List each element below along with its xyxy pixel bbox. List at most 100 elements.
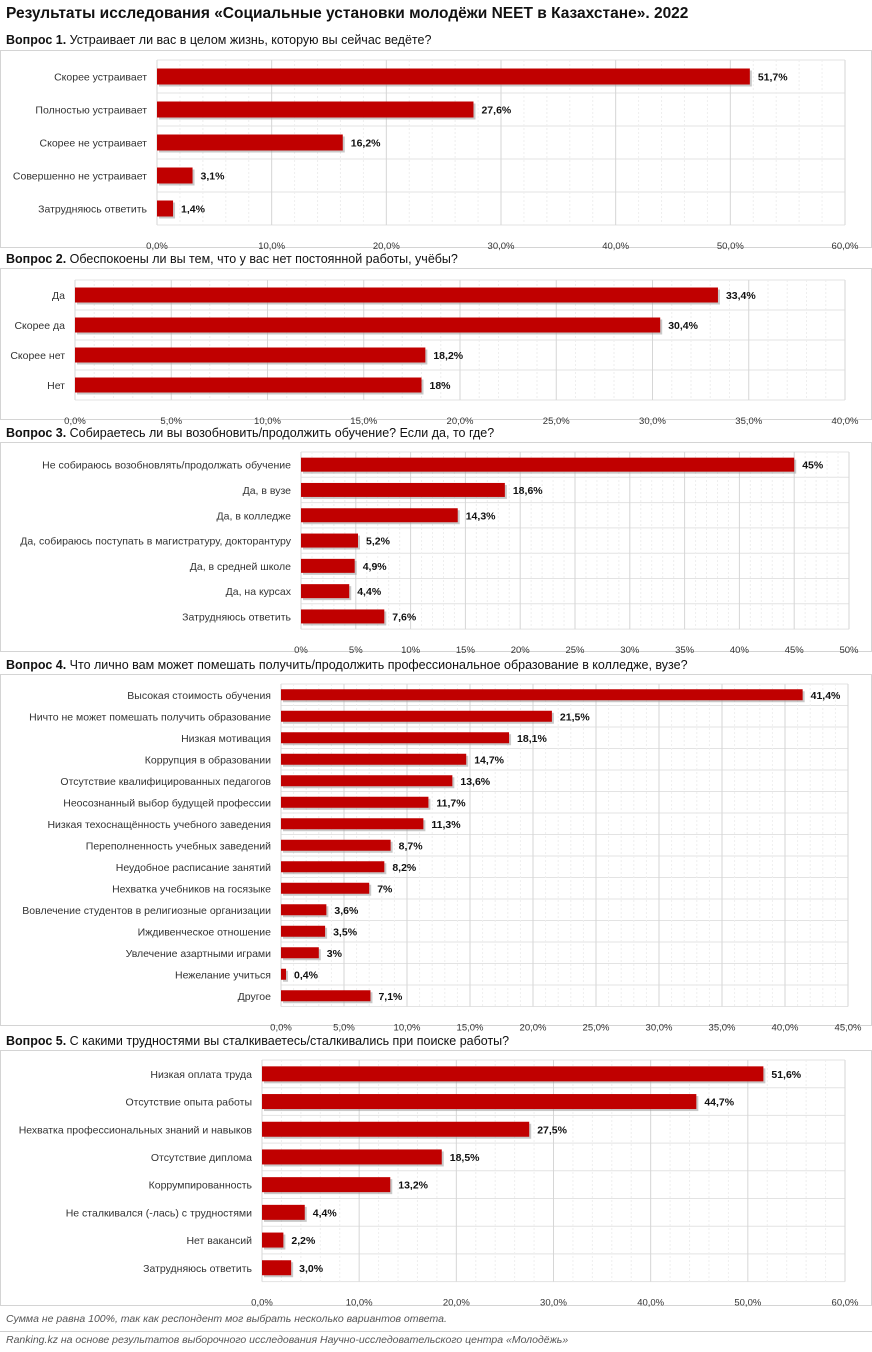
data-label: 18% bbox=[430, 380, 452, 392]
question-text: Обеспокоены ли вы тем, что у вас нет пос… bbox=[69, 252, 458, 266]
bar bbox=[281, 689, 803, 701]
data-label: 21,5% bbox=[560, 711, 590, 723]
question-text: Что лично вам может помешать получить/пр… bbox=[69, 658, 688, 672]
data-label: 5,2% bbox=[366, 536, 391, 548]
category-label: Низкая мотивация bbox=[181, 733, 271, 745]
category-label: Отсутствие опыта работы bbox=[126, 1097, 253, 1109]
question-number: Вопрос 1. bbox=[6, 33, 67, 47]
bar bbox=[281, 839, 391, 851]
x-tick-label: 0,0% bbox=[270, 1023, 292, 1034]
bar bbox=[262, 1204, 305, 1220]
bar bbox=[281, 753, 467, 765]
bar bbox=[281, 796, 429, 808]
bar bbox=[301, 482, 505, 497]
data-label: 8,2% bbox=[392, 862, 417, 874]
x-tick-label: 5,0% bbox=[333, 1023, 355, 1034]
bar bbox=[75, 287, 718, 303]
x-tick-label: 45% bbox=[785, 645, 805, 656]
x-tick-label: 20,0% bbox=[520, 1023, 547, 1034]
divider bbox=[0, 1331, 872, 1332]
category-label: Низкая оплата труда bbox=[150, 1069, 252, 1081]
question-number: Вопрос 2. bbox=[6, 252, 67, 266]
data-label: 16,2% bbox=[351, 138, 381, 150]
chart-frame bbox=[0, 1050, 872, 1306]
category-label: Да, в средней школе bbox=[190, 561, 291, 573]
bar bbox=[301, 533, 358, 548]
category-label: Скорее да bbox=[14, 320, 65, 332]
x-tick-label: 15,0% bbox=[350, 416, 377, 427]
category-label: Скорее нет bbox=[10, 350, 65, 362]
x-tick-label: 25,0% bbox=[543, 416, 570, 427]
category-label: Иждивенческое отношение bbox=[138, 926, 272, 938]
data-label: 14,3% bbox=[466, 510, 496, 522]
category-label: Переполненность учебных заведений bbox=[86, 840, 271, 852]
x-tick-label: 30,0% bbox=[646, 1023, 673, 1034]
x-tick-label: 0,0% bbox=[64, 416, 86, 427]
bar bbox=[281, 947, 319, 959]
x-tick-label: 0,0% bbox=[251, 1298, 273, 1309]
chart-question-4: 0,0% 5,0% 10,0% 15,0% 20,0% 25,0% 30,0% 35,0% 40… bbox=[0, 674, 872, 1034]
x-tick-label: 40,0% bbox=[637, 1298, 664, 1309]
data-label: 4,4% bbox=[357, 586, 382, 598]
bar bbox=[281, 882, 370, 894]
data-label: 3,6% bbox=[334, 905, 359, 917]
data-label: 4,9% bbox=[363, 561, 388, 573]
bar bbox=[75, 377, 422, 393]
data-label: 45% bbox=[802, 460, 824, 472]
x-tick-label: 15,0% bbox=[457, 1023, 484, 1034]
category-label: Да, на курсах bbox=[226, 586, 292, 598]
x-tick-label: 40,0% bbox=[602, 241, 629, 252]
bar bbox=[262, 1149, 442, 1165]
bar bbox=[301, 508, 458, 523]
category-label: Отсутствие диплома bbox=[151, 1152, 252, 1164]
bar bbox=[281, 710, 552, 722]
x-tick-label: 10% bbox=[401, 645, 421, 656]
bar bbox=[75, 317, 661, 333]
data-label: 13,2% bbox=[398, 1180, 428, 1192]
source-note: Ranking.kz на основе результатов выбороч… bbox=[6, 1334, 569, 1346]
category-label: Да, в колледже bbox=[217, 510, 292, 522]
x-tick-label: 20,0% bbox=[443, 1298, 470, 1309]
category-label: Нехватка профессиональных знаний и навык… bbox=[19, 1124, 253, 1136]
data-label: 3% bbox=[327, 948, 343, 960]
data-label: 30,4% bbox=[668, 320, 698, 332]
x-tick-label: 0% bbox=[294, 645, 308, 656]
category-label: Не собираюсь возобновлять/продолжать обу… bbox=[42, 460, 291, 472]
data-label: 11,7% bbox=[436, 797, 466, 809]
x-tick-label: 15% bbox=[456, 645, 476, 656]
bar bbox=[262, 1066, 764, 1082]
question-text: Собираетесь ли вы возобновить/продолжить… bbox=[69, 426, 495, 440]
category-label: Да bbox=[52, 290, 65, 302]
data-label: 27,5% bbox=[537, 1124, 567, 1136]
x-tick-label: 25% bbox=[565, 645, 585, 656]
data-label: 51,6% bbox=[771, 1069, 801, 1081]
bar bbox=[301, 457, 795, 472]
category-label: Низкая техоснащённость учебного заведени… bbox=[47, 819, 271, 831]
x-tick-label: 45,0% bbox=[835, 1023, 862, 1034]
category-label: Затрудняюсь ответить bbox=[182, 611, 291, 623]
data-label: 11,3% bbox=[431, 819, 461, 831]
category-label: Совершенно не устраивает bbox=[13, 171, 147, 183]
category-label: Нет вакансий bbox=[186, 1235, 252, 1247]
x-tick-label: 35% bbox=[675, 645, 695, 656]
category-label: Скорее не устраивает bbox=[40, 138, 148, 150]
data-label: 0,4% bbox=[294, 969, 319, 981]
chart-question-5: 0,0% 10,0% 20,0% 30,0% 40,0% 50,0% 60,0% Низкая… bbox=[0, 1050, 872, 1309]
chart-question-3: 0% 5% 10% 15% 20% 25% 30% 35% 40% 45% 50% Не собира… bbox=[0, 442, 872, 656]
category-label: Отсутствие квалифицированных педагогов bbox=[60, 776, 271, 788]
x-tick-label: 10,0% bbox=[346, 1298, 373, 1309]
category-label: Коррумпированность bbox=[149, 1180, 253, 1192]
category-label: Да, в вузе bbox=[243, 485, 292, 497]
bar bbox=[157, 68, 750, 85]
bar bbox=[75, 347, 426, 363]
bar bbox=[301, 558, 355, 573]
category-label: Нежелание учиться bbox=[175, 969, 271, 981]
category-label: Увлечение азартными играми bbox=[126, 948, 271, 960]
bar bbox=[301, 584, 350, 599]
category-label: Полностью устраивает bbox=[35, 105, 147, 117]
question-number: Вопрос 4. bbox=[6, 658, 67, 672]
x-tick-label: 35,0% bbox=[735, 416, 762, 427]
x-tick-label: 50% bbox=[839, 645, 859, 656]
category-label: Затрудняюсь ответить bbox=[143, 1263, 252, 1275]
x-tick-label: 10,0% bbox=[254, 416, 281, 427]
